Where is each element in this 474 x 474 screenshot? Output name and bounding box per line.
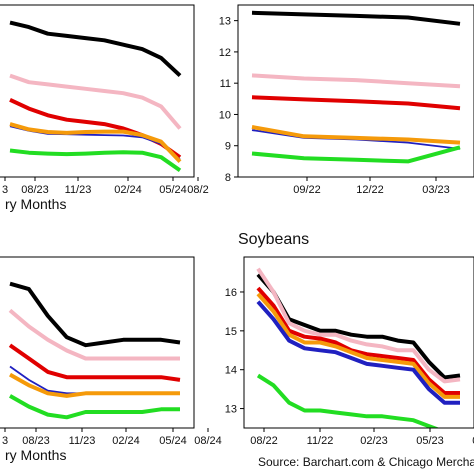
series-line-1 bbox=[9, 281, 181, 348]
chart-panel-1: 3 08/23 11/23 02/24 05/24 08/2 ry Months bbox=[0, 4, 209, 212]
x-tick-label: 08/23 bbox=[22, 435, 50, 447]
series-line-2 bbox=[9, 73, 182, 130]
y-tick-label: 9 bbox=[225, 141, 231, 153]
plot-frame bbox=[243, 256, 474, 429]
series-line-4 bbox=[256, 292, 460, 399]
x-axis-label: ry Months bbox=[5, 196, 66, 212]
series-line-1 bbox=[9, 20, 182, 78]
series-line-3 bbox=[8, 343, 181, 382]
plot-frame bbox=[0, 4, 195, 178]
series-line-6 bbox=[256, 373, 460, 428]
series-line-2 bbox=[251, 73, 461, 89]
x-tick-label: 11/23 bbox=[65, 184, 92, 196]
series-line-6 bbox=[9, 148, 182, 173]
series-line-5 bbox=[256, 300, 460, 405]
series-line-6 bbox=[9, 394, 180, 420]
x-tick-label: 3 bbox=[2, 435, 8, 447]
x-tick-label: 08/24 bbox=[194, 435, 222, 447]
series-line-5 bbox=[9, 122, 182, 163]
series-line-5 bbox=[9, 372, 180, 398]
chart-panel-3: 3 08/23 11/23 02/24 05/24 08/24 ry Months bbox=[0, 256, 222, 463]
y-tick-label: 11 bbox=[220, 78, 231, 90]
series-line-1 bbox=[256, 273, 461, 380]
series-line-3 bbox=[251, 95, 461, 111]
y-tick-label: 8 bbox=[225, 172, 231, 184]
x-tick-label: 03/23 bbox=[422, 184, 450, 196]
y-tick-label: 12 bbox=[219, 47, 231, 59]
series-line-5 bbox=[251, 125, 461, 145]
x-tick-label: 05/23 bbox=[416, 435, 444, 447]
y-tick-label: 13 bbox=[219, 16, 231, 28]
series-line-6 bbox=[251, 145, 461, 164]
y-tick-label: 10 bbox=[219, 109, 231, 121]
x-tick-label: 02/24 bbox=[114, 184, 142, 196]
y-tick-label: 13 bbox=[225, 404, 237, 416]
series-line-1 bbox=[251, 10, 461, 26]
plot-frame bbox=[0, 256, 195, 429]
x-tick-label: 3 bbox=[2, 184, 8, 196]
y-tick-label: 15 bbox=[225, 326, 237, 338]
x-tick-label: 08/23 bbox=[472, 435, 474, 447]
y-tick-label: 16 bbox=[225, 287, 237, 299]
plot-frame bbox=[237, 4, 474, 178]
x-tick-label: 11/22 bbox=[307, 435, 334, 447]
x-tick-label: 05/24 bbox=[159, 184, 187, 196]
x-tick-label: 12/22 bbox=[356, 184, 384, 196]
x-axis-label: ry Months bbox=[5, 447, 66, 463]
x-tick-label: 08/2 bbox=[187, 184, 208, 196]
x-tick-label: 02/24 bbox=[112, 435, 140, 447]
series-line-2 bbox=[256, 267, 461, 384]
x-tick-label: 09/22 bbox=[293, 184, 321, 196]
x-tick-label: 11/23 bbox=[69, 435, 96, 447]
x-tick-label: 08/23 bbox=[21, 184, 49, 196]
source-caption: Source: Barchart.com & Chicago Merchant bbox=[258, 455, 474, 469]
y-tick-label: 14 bbox=[225, 365, 237, 377]
series-line-3 bbox=[256, 286, 460, 395]
chart-panel-2: 8 9 10 11 12 13 09/22 12/22 03/23 bbox=[219, 4, 474, 196]
x-tick-label: 08/22 bbox=[250, 435, 278, 447]
chart-title-soybeans: Soybeans bbox=[238, 231, 309, 248]
x-tick-label: 05/24 bbox=[159, 435, 187, 447]
series-line-2 bbox=[8, 308, 180, 361]
x-tick-label: 02/23 bbox=[360, 435, 388, 447]
